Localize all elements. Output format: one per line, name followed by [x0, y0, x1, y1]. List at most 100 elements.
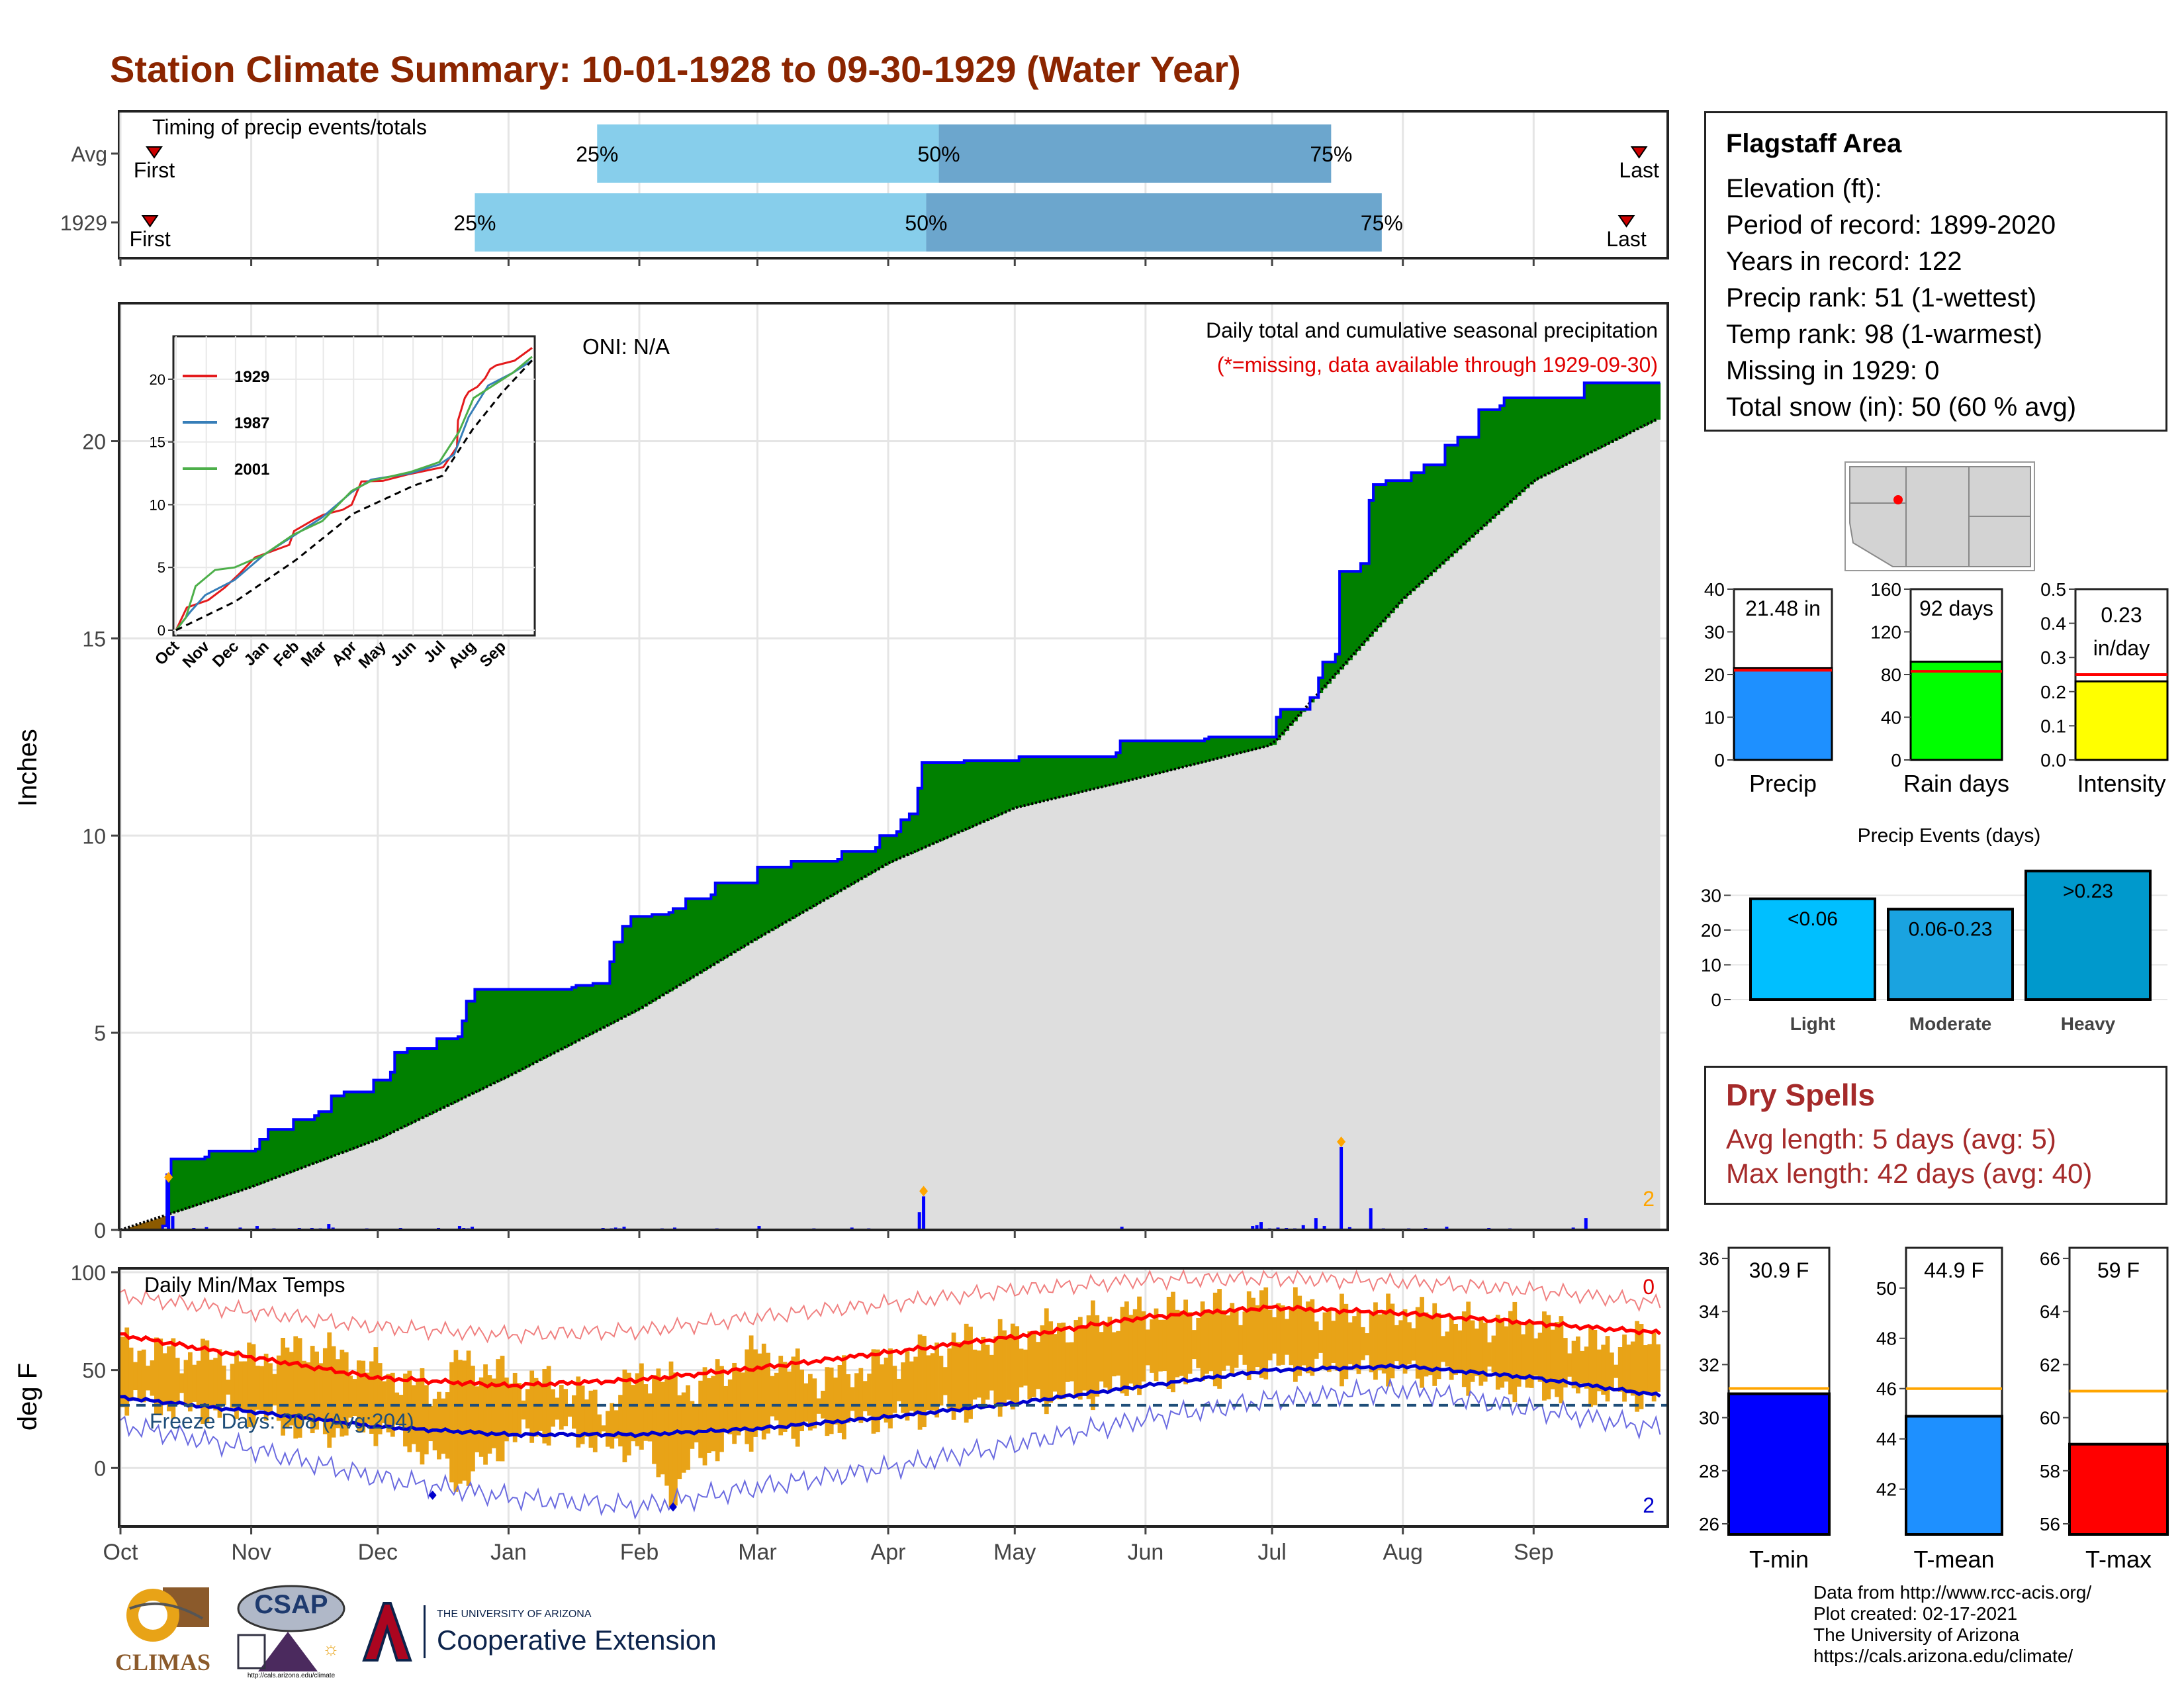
station-name: Flagstaff Area — [1726, 129, 1902, 158]
daily-temp-bar — [1340, 1293, 1344, 1387]
daily-temp-bar — [1533, 1338, 1539, 1376]
temp-summary-ytick-label: 58 — [2040, 1461, 2060, 1481]
above-normal-area — [740, 882, 745, 949]
daily-temp-bar — [1365, 1333, 1370, 1356]
above-normal-area — [559, 989, 564, 1051]
daily-temp-bar — [559, 1385, 564, 1430]
above-normal-area — [858, 851, 864, 880]
daily-temp-bar — [567, 1405, 572, 1417]
daily-temp-bar — [850, 1387, 855, 1411]
daily-temp-bar — [956, 1342, 960, 1411]
above-normal-area — [1347, 571, 1353, 661]
above-normal-area — [1154, 741, 1159, 774]
above-normal-area — [538, 989, 543, 1061]
above-normal-area — [1221, 737, 1226, 758]
above-normal-area — [1475, 437, 1480, 534]
daily-temp-bar — [639, 1363, 644, 1450]
above-normal-area — [770, 867, 775, 931]
daily-temp-bar — [343, 1352, 349, 1436]
above-normal-area — [1234, 737, 1239, 755]
oni-label: ONI: N/A — [582, 334, 670, 359]
daily-temp-bar — [1436, 1313, 1441, 1380]
daily-temp-bar — [1048, 1321, 1054, 1403]
above-normal-area — [1057, 757, 1062, 798]
below-normal-area — [141, 1223, 146, 1230]
dry-spells-max: Max length: 42 days (avg: 40) — [1726, 1158, 2093, 1189]
above-normal-area — [289, 1129, 294, 1173]
above-normal-area — [1318, 677, 1324, 694]
daily-temp-bar — [1285, 1319, 1289, 1355]
daily-temp-bar — [1175, 1309, 1180, 1378]
above-normal-area — [453, 1039, 459, 1103]
daily-temp-bar — [1381, 1310, 1387, 1374]
daily-temp-bar — [217, 1349, 222, 1418]
above-normal-area — [1251, 737, 1256, 751]
daily-temp-bar — [1212, 1292, 1218, 1387]
above-normal-area — [255, 1149, 260, 1186]
daily-temp-bar — [230, 1364, 235, 1408]
daily-temp-bar — [807, 1374, 813, 1431]
above-normal-area — [926, 763, 931, 847]
daily-temp-bar — [1103, 1322, 1108, 1388]
above-normal-area — [930, 763, 935, 845]
above-normal-area — [1369, 500, 1374, 637]
above-normal-area — [1322, 662, 1328, 688]
above-normal-area — [938, 763, 944, 841]
daily-temp-bar — [289, 1352, 294, 1426]
daily-temp-bar — [985, 1344, 990, 1400]
above-normal-area — [702, 898, 707, 971]
above-normal-area — [365, 1092, 370, 1145]
above-normal-area — [416, 1048, 421, 1121]
above-normal-area — [1340, 571, 1345, 670]
above-normal-area — [727, 882, 733, 956]
above-normal-area — [1398, 481, 1404, 604]
above-normal-area — [1069, 757, 1075, 795]
daily-precip-bar — [622, 1227, 626, 1230]
above-normal-area — [1086, 757, 1091, 791]
daily-temp-bar — [1516, 1322, 1522, 1387]
inset-series-line — [175, 359, 533, 632]
above-normal-area — [993, 761, 999, 818]
temp-summary-ytick-label: 26 — [1699, 1514, 1719, 1534]
daily-temp-bar — [1230, 1303, 1235, 1375]
daily-temp-bar — [993, 1336, 999, 1405]
precip-count: 2 — [1643, 1187, 1655, 1211]
above-normal-area — [782, 867, 788, 924]
above-normal-area — [1048, 757, 1054, 800]
daily-temp-bar — [1077, 1317, 1083, 1400]
above-normal-area — [1411, 473, 1416, 592]
daily-temp-bar — [255, 1366, 260, 1410]
above-normal-area — [706, 898, 711, 969]
above-normal-area — [635, 916, 640, 1011]
daily-temp-bar — [263, 1353, 269, 1421]
record-marker — [164, 1172, 173, 1183]
daily-temp-bar — [483, 1364, 488, 1465]
daily-temp-bar — [171, 1338, 176, 1419]
above-normal-area — [445, 1039, 450, 1107]
summary-bar-name: Rain days — [1903, 770, 2009, 797]
above-normal-area — [825, 861, 830, 900]
daily-temp-bar — [563, 1389, 569, 1427]
below-normal-area — [137, 1224, 142, 1230]
daily-temp-bar — [529, 1370, 535, 1443]
page-title: Station Climate Summary: 10-01-1928 to 0… — [110, 48, 1241, 90]
daily-temp-bar — [508, 1383, 514, 1434]
below-normal-area — [154, 1219, 159, 1230]
daily-temp-bar — [1242, 1311, 1248, 1365]
daily-temp-bar — [791, 1356, 796, 1439]
precip-ytick-label: 5 — [94, 1021, 106, 1045]
daily-temp-bar — [373, 1347, 379, 1446]
daily-temp-bar — [1061, 1322, 1066, 1399]
above-normal-area — [171, 1158, 176, 1213]
above-normal-area — [546, 989, 551, 1057]
summary-ytick-label: 0.2 — [2040, 682, 2066, 702]
first-event-label: First — [130, 227, 171, 251]
temp-summary-name: T-min — [1749, 1546, 1809, 1573]
daily-temp-bar — [268, 1363, 273, 1414]
above-normal-area — [981, 761, 986, 823]
temp-ylabel: deg F — [13, 1363, 42, 1430]
above-normal-area — [1246, 737, 1251, 751]
daily-temp-bar — [1571, 1340, 1576, 1389]
above-normal-area — [1635, 383, 1640, 430]
month-label: Oct — [103, 1540, 138, 1565]
